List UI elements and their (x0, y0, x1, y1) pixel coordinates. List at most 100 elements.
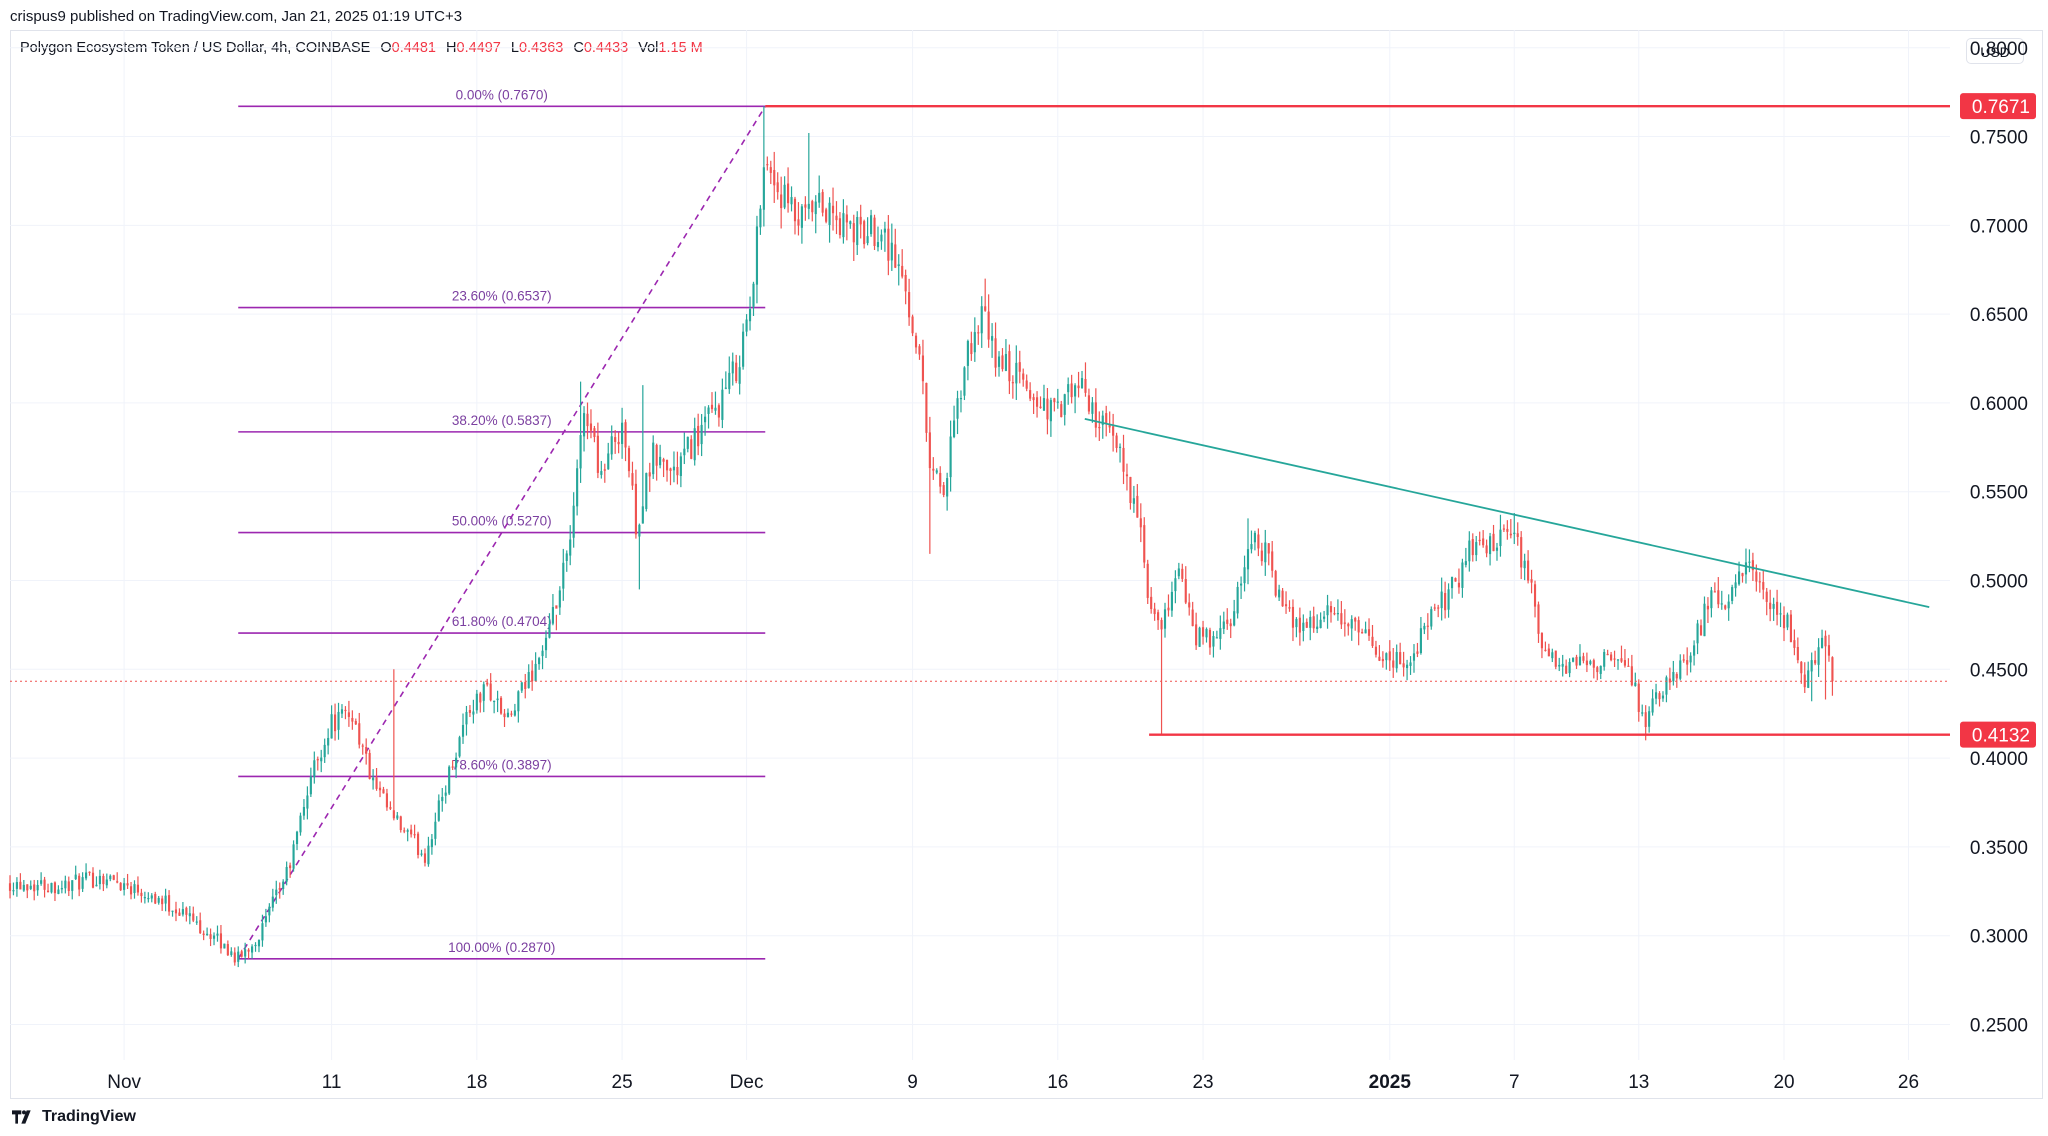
candle-down (1706, 597, 1710, 624)
candle-up (828, 197, 831, 243)
candle-up (434, 812, 437, 846)
candle-up (496, 690, 499, 713)
candle-down (942, 481, 945, 498)
candle-up (1513, 513, 1516, 545)
price-tick-label: 0.3000 (1970, 927, 2028, 948)
candle-up (742, 323, 745, 370)
fib-level-label: 100.00% (0.2870) (448, 940, 555, 955)
candle-up (15, 877, 18, 897)
candle-down (1485, 539, 1488, 558)
candle-up (1693, 640, 1696, 666)
price-axis[interactable]: 0.8000 0.7500 0.7000 0.6500 0.6000 0.5500 0.50… (1960, 39, 2036, 1037)
candle-up (396, 812, 399, 820)
candle-up (1772, 597, 1775, 621)
candle-down (1139, 503, 1142, 543)
candle-down (1492, 524, 1495, 552)
candle-down (1606, 649, 1609, 656)
candle-up (1219, 615, 1222, 650)
candle-down (403, 827, 406, 834)
fib-level-label: 23.60% (0.6537) (452, 289, 552, 304)
candle-up (1233, 599, 1236, 627)
candle-up (254, 942, 257, 952)
time-tick-label: Nov (107, 1072, 141, 1093)
candle-down (1094, 388, 1097, 438)
fibonacci-retracement[interactable]: 0.00% (0.7670) 23.60% (0.6537) 38.20% (0.5… (237, 87, 766, 960)
candle-down (970, 331, 973, 361)
candle-up (856, 211, 859, 256)
candle-up (12, 882, 15, 896)
candle-down (1800, 661, 1803, 684)
candle-up (437, 794, 440, 822)
candle-up (40, 872, 43, 886)
candle-down (1658, 691, 1661, 707)
candle-down (1392, 648, 1395, 678)
drawings[interactable] (10, 104, 1950, 736)
candle-down (735, 354, 738, 384)
time-tick-label: 26 (1898, 1072, 1919, 1093)
candle-up (261, 914, 264, 947)
candle-down (1060, 400, 1063, 418)
candle-up (949, 420, 952, 492)
candle-up (783, 176, 786, 210)
candle-up (731, 352, 734, 386)
candle-up (1786, 612, 1789, 631)
chart-frame[interactable] (10, 30, 2043, 1099)
candle-up (493, 700, 496, 714)
candle-down (655, 443, 658, 481)
candle-down (1105, 405, 1108, 437)
candle-up (1326, 594, 1329, 629)
candle-up (890, 223, 893, 271)
candle-down (278, 882, 281, 899)
candle-up (790, 186, 793, 212)
candle-up (1447, 583, 1450, 618)
candle-up (257, 939, 261, 953)
candle-up (1727, 594, 1730, 621)
candle-down (1070, 374, 1073, 404)
candle-up (551, 594, 554, 626)
time-tick-label: 13 (1628, 1072, 1649, 1093)
currency-button[interactable]: USD (1966, 38, 2024, 64)
candle-up (762, 106, 765, 227)
candle-down (365, 738, 368, 765)
candle-down (773, 151, 776, 203)
candle-up (686, 436, 689, 453)
candle-up (109, 874, 112, 882)
candle-down (1229, 618, 1232, 639)
candle-down (43, 876, 46, 898)
candle-down (392, 669, 395, 821)
candle-down (88, 871, 91, 876)
candle-up (444, 785, 447, 804)
time-axis[interactable]: Nov 11 18 25 Dec 9 16 23 2025 7 13 20 26 (107, 1072, 1919, 1093)
fib-trend-line[interactable] (237, 105, 766, 960)
candle-down (354, 718, 357, 726)
candle-down (385, 788, 389, 811)
candle-down (852, 214, 855, 261)
candle-down (769, 160, 772, 185)
candle-down (451, 760, 454, 771)
candle-down (8, 875, 12, 899)
candle-up (1430, 606, 1433, 630)
candle-down (665, 459, 669, 482)
candle-up (506, 708, 510, 718)
price-tick-label: 0.2500 (1970, 1015, 2028, 1036)
candle-down (1129, 476, 1132, 510)
candle-up (700, 414, 703, 457)
candle-up (1212, 631, 1215, 658)
candle-up (98, 869, 101, 890)
descending-trendline[interactable] (1084, 418, 1930, 609)
candle-down (289, 862, 292, 878)
candle-up (1571, 657, 1575, 663)
candle-up (1174, 570, 1177, 604)
candle-down (1188, 593, 1191, 616)
tradingview-brand[interactable]: TradingView (12, 1108, 136, 1126)
candle-down (154, 891, 157, 905)
candle-down (1160, 617, 1163, 736)
price-tick-label: 0.3500 (1970, 838, 2028, 859)
candle-up (1074, 383, 1077, 414)
candle-up (1423, 622, 1426, 635)
candle-up (1350, 615, 1353, 641)
candle-down (479, 691, 482, 713)
price-level-badge (1960, 721, 2036, 748)
candle-down (140, 888, 143, 903)
